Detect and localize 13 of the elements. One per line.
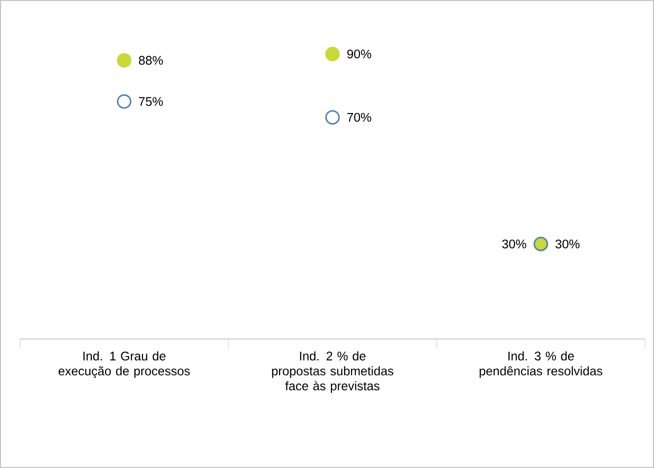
point xyxy=(325,46,340,62)
x-tick-label: Ind. 2 % de propostas submetidas face às previstas xyxy=(272,351,394,393)
data-label: 75% xyxy=(139,97,163,106)
x-tick-label: Ind. 1 Grau de execução de processos xyxy=(58,351,190,378)
point xyxy=(116,94,132,109)
x-tick-label: Ind. 3 % de pendências resolvidas xyxy=(480,351,602,378)
point xyxy=(116,53,132,68)
data-label: 88% xyxy=(138,56,163,65)
data-label: 30% xyxy=(502,240,526,248)
point xyxy=(325,110,340,125)
data-label: 70% xyxy=(347,112,372,122)
data-label: 30% xyxy=(556,240,580,248)
data-label: 90% xyxy=(347,50,372,58)
